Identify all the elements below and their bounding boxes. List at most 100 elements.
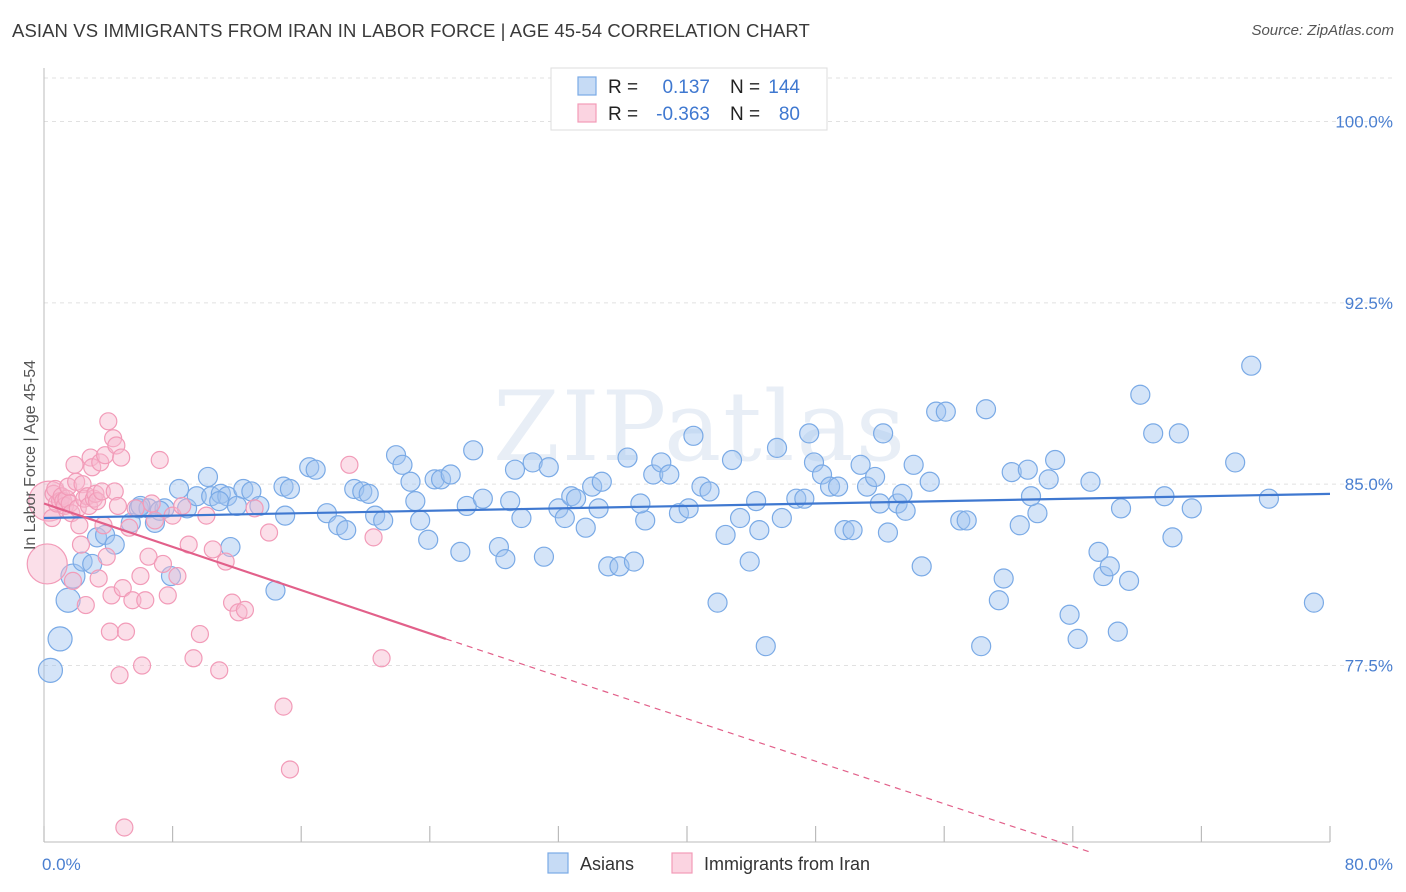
asians-point-51 <box>472 488 493 509</box>
iran-point-53 <box>139 547 158 566</box>
legend-box <box>550 67 828 131</box>
iran-point-71 <box>235 600 255 619</box>
asians-point-81 <box>721 449 743 471</box>
tick-labels: 100.0% 92.5% 85.0% 77.5% 0.0% 80.0% <box>42 113 1393 874</box>
bottom-legend-swatch-iran <box>671 852 693 874</box>
asians-point-117 <box>1017 459 1038 480</box>
asians-point-105 <box>911 556 932 577</box>
asians-point-45 <box>424 469 445 490</box>
asians-point-74 <box>668 503 690 524</box>
legend-r-value-1: 0.137 <box>662 77 710 98</box>
asians-point-144 <box>275 505 296 526</box>
asians-point-143 <box>1020 486 1042 507</box>
asians-point-132 <box>1162 527 1183 548</box>
asians-point-102 <box>887 493 908 514</box>
bottom-legend-swatch-asians <box>547 852 569 874</box>
iran-point-37 <box>100 622 120 641</box>
iran-point-14 <box>63 571 83 590</box>
asians-point-95 <box>834 520 855 541</box>
asians-point-91 <box>803 452 825 473</box>
asians-point-73 <box>659 464 680 485</box>
asians-point-44 <box>418 529 439 550</box>
asians-point-90 <box>799 423 820 444</box>
x-tick-label-0: 0.0% <box>42 855 81 874</box>
asians-point-66 <box>598 556 619 577</box>
asians-point-149 <box>209 491 230 512</box>
legend-n-label-2: N = <box>730 104 760 125</box>
iran-trend-line <box>43 502 447 640</box>
asians-point-30 <box>305 459 326 480</box>
legend-r-label-1: R = <box>608 77 638 98</box>
bottom-legend-label-iran: Immigrants from Iran <box>704 854 870 874</box>
asians-point-1 <box>47 626 73 652</box>
asians-point-63 <box>575 517 596 538</box>
asians-point-129 <box>1130 384 1151 405</box>
asians-point-122 <box>1067 628 1088 650</box>
asians-point-62 <box>565 488 587 509</box>
asians-point-70 <box>635 510 656 531</box>
legend-n-value-1: 144 <box>768 77 800 98</box>
iran-point-66 <box>203 540 222 559</box>
asians-point-112 <box>975 399 997 420</box>
asians-point-87 <box>771 507 792 529</box>
asians-point-52 <box>488 536 510 558</box>
watermark: ZIPatlas <box>493 371 907 483</box>
iran-point-19 <box>71 535 91 554</box>
iran-trend-line-extension <box>445 638 1090 853</box>
asians-point-97 <box>850 454 871 475</box>
iran-point-57 <box>153 554 173 574</box>
iran-point-20 <box>73 475 92 494</box>
asians-point-147 <box>1110 498 1132 519</box>
asians-trend-line <box>43 492 1331 520</box>
legend-n-value-2: 80 <box>779 104 800 125</box>
asians-point-50 <box>463 440 484 461</box>
iran-point-60 <box>168 566 187 586</box>
asians-point-33 <box>336 520 357 541</box>
asians-point-43 <box>410 510 431 531</box>
y-tick-label-2: 85.0% <box>1345 475 1393 494</box>
asians-point-65 <box>591 471 612 492</box>
legend-r-value-2: -0.363 <box>656 104 710 125</box>
asians-point-120 <box>1045 449 1066 471</box>
asians-point-110 <box>956 510 977 531</box>
asians-point-82 <box>729 507 751 529</box>
asians-point-99 <box>864 466 886 488</box>
asians-point-118 <box>1027 503 1048 524</box>
iran-point-61 <box>173 496 192 516</box>
asians-point-108 <box>935 401 956 422</box>
iran-point-15 <box>65 455 84 474</box>
asians-point-136 <box>1241 355 1262 376</box>
iran-point-78 <box>364 528 383 547</box>
iran-point-56 <box>150 450 169 470</box>
asians-point-42 <box>405 491 426 512</box>
asians-point-85 <box>755 636 776 657</box>
asians-point-133 <box>1168 423 1189 444</box>
asians-point-135 <box>1225 452 1246 473</box>
asians-point-47 <box>440 464 461 485</box>
asians-point-39 <box>385 445 407 466</box>
asians-point-54 <box>504 459 526 480</box>
chart-title: ASIAN VS IMMIGRANTS FROM IRAN IN LABOR F… <box>12 20 810 41</box>
asians-point-40 <box>392 454 413 475</box>
asians-point-116 <box>1009 515 1030 536</box>
iran-point-74 <box>274 697 293 716</box>
asians-point-83 <box>739 551 760 572</box>
asians-point-46 <box>430 469 452 490</box>
iran-point-36 <box>99 412 118 431</box>
asians-point-55 <box>511 507 532 529</box>
bottom-legend: Asians Immigrants from Iran <box>547 852 870 874</box>
asians-point-28 <box>279 478 301 500</box>
axes <box>43 68 1331 843</box>
legend-n-label-1: N = <box>730 77 760 98</box>
iran-point-22 <box>76 595 95 615</box>
asians-point-130 <box>1143 423 1164 444</box>
iran-point-29 <box>87 492 107 511</box>
iran-point-63 <box>184 649 203 668</box>
bottom-legend-label-asians: Asians <box>580 854 634 874</box>
asians-point-113 <box>988 590 1009 611</box>
iran-point-32 <box>92 482 111 501</box>
asians-point-115 <box>1001 461 1022 483</box>
asians-point-80 <box>715 524 736 546</box>
iran-point-46 <box>116 622 136 641</box>
iran-point-75 <box>280 760 300 779</box>
